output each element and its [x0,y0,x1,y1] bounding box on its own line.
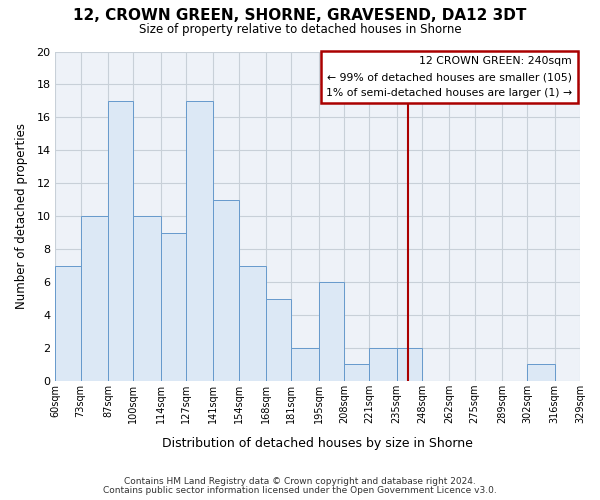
Bar [370,348,397,381]
Bar [55,266,80,381]
Bar [266,298,292,381]
X-axis label: Distribution of detached houses by size in Shorne: Distribution of detached houses by size … [162,437,473,450]
Bar [239,266,266,381]
Text: 12 CROWN GREEN: 240sqm
← 99% of detached houses are smaller (105)
1% of semi-det: 12 CROWN GREEN: 240sqm ← 99% of detached… [326,56,572,98]
Text: Contains public sector information licensed under the Open Government Licence v3: Contains public sector information licen… [103,486,497,495]
Bar [133,216,161,381]
Bar [397,348,422,381]
Bar [161,232,186,381]
Bar [527,364,554,381]
Bar [214,200,239,381]
Y-axis label: Number of detached properties: Number of detached properties [15,123,28,309]
Text: Contains HM Land Registry data © Crown copyright and database right 2024.: Contains HM Land Registry data © Crown c… [124,477,476,486]
Text: Size of property relative to detached houses in Shorne: Size of property relative to detached ho… [139,22,461,36]
Bar [344,364,370,381]
Bar [319,282,344,381]
Bar [292,348,319,381]
Text: 12, CROWN GREEN, SHORNE, GRAVESEND, DA12 3DT: 12, CROWN GREEN, SHORNE, GRAVESEND, DA12… [73,8,527,22]
Bar [108,101,133,381]
Bar [80,216,108,381]
Bar [186,101,214,381]
